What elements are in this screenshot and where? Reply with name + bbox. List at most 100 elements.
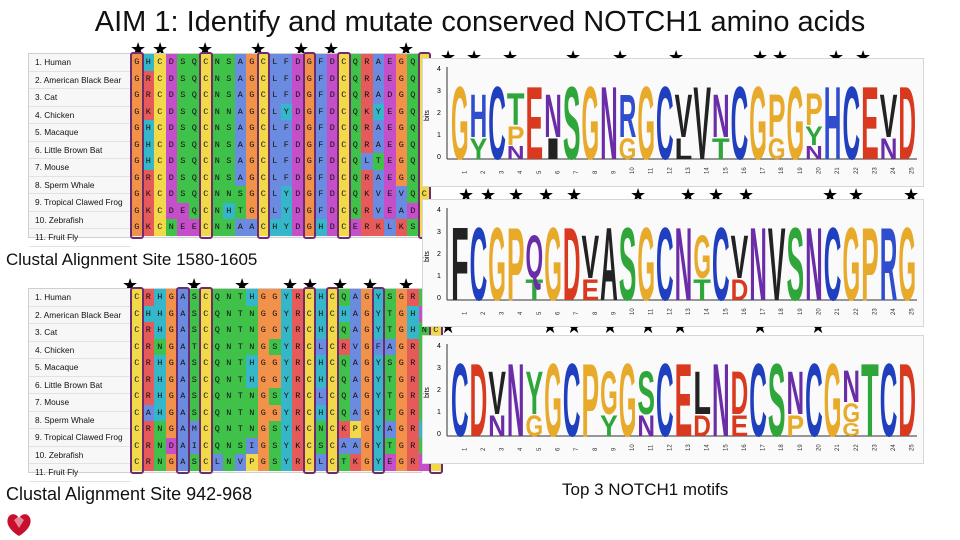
logo-residue-letter: G	[693, 223, 711, 292]
logo-tick-label: 2	[437, 110, 441, 117]
residue-cell: Y	[372, 322, 384, 339]
residue-cell: G	[131, 87, 143, 104]
residue-cell: I	[246, 437, 258, 454]
residue-cell: G	[269, 404, 281, 421]
residue-cell: F	[372, 338, 384, 355]
residue-cell: A	[234, 54, 246, 71]
residue-cell: S	[269, 421, 281, 438]
residue-cell: N	[246, 322, 258, 339]
logo-position-label: 12	[667, 308, 673, 315]
logo-residue-letter: D	[731, 359, 749, 428]
logo-residue-letter: N	[712, 342, 730, 459]
residue-cell: L	[384, 219, 396, 236]
logo-position-label: 20	[816, 308, 822, 315]
residue-cell: G	[131, 54, 143, 71]
residue-cell: G	[131, 186, 143, 203]
residue-cell: C	[200, 437, 212, 454]
residue-cell: A	[234, 169, 246, 186]
logo-residue-letter: N	[749, 206, 767, 323]
residue-cell: C	[131, 388, 143, 405]
residue-cell: Q	[188, 186, 200, 203]
residue-cell: R	[142, 437, 154, 454]
residue-cell: C	[154, 202, 166, 219]
logo-residue-letter: G	[637, 65, 655, 182]
residue-cell: H	[154, 388, 166, 405]
residue-cell: S	[223, 153, 235, 170]
logo-position-label: 5	[537, 311, 543, 315]
residue-cell: T	[384, 322, 396, 339]
residue-cell: N	[223, 322, 235, 339]
residue-cell: R	[292, 388, 304, 405]
residue-cell: S	[269, 338, 281, 355]
residue-cell: D	[292, 54, 304, 71]
residue-cell: E	[384, 120, 396, 137]
residue-cell: R	[292, 371, 304, 388]
residue-cell: M	[188, 421, 200, 438]
logo-position-label: 7	[574, 447, 580, 451]
residue-cell: F	[280, 169, 292, 186]
logo-position-label: 18	[779, 308, 785, 315]
residue-cell: A	[177, 421, 189, 438]
residue-cell: R	[407, 355, 419, 372]
logo-tick-label: 1	[437, 273, 441, 280]
residue-cell: C	[200, 289, 212, 306]
logo-residue-letter: N	[805, 143, 823, 164]
residue-cell: A	[372, 120, 384, 137]
logo-tick-label: 4	[437, 66, 441, 73]
residue-cell: Q	[211, 371, 223, 388]
residue-cell: R	[142, 169, 154, 186]
residue-cell: N	[246, 421, 258, 438]
logo-position-label: 5	[537, 170, 543, 174]
residue-cell: A	[372, 169, 384, 186]
residue-cell: H	[142, 153, 154, 170]
residue-cell: A	[349, 388, 361, 405]
logo-position-label: 8	[593, 447, 599, 451]
residue-cell: Y	[372, 404, 384, 421]
residue-cell: G	[246, 120, 258, 137]
residue-cell: H	[338, 305, 350, 322]
logo-position-label: 8	[593, 311, 599, 315]
residue-cell: E	[188, 219, 200, 236]
alignment-row: GRCDSQCNSAGCLFDGFDCQRADGQC	[131, 87, 430, 104]
logo-residue-letter: E	[526, 65, 544, 182]
residue-cell: G	[303, 169, 315, 186]
residue-cell: G	[395, 103, 407, 120]
sequence-logo-1: 4 3 2 1 0 bits G 1 Y H 2 C 3 N P T 4 E 5 I N 6 S 7 G 8 N 9 G R 10 G 11 C 1…	[422, 58, 924, 187]
residue-cell: C	[131, 371, 143, 388]
residue-cell: S	[188, 305, 200, 322]
logo-residue-letter: C	[749, 342, 767, 459]
residue-cell: H	[142, 305, 154, 322]
residue-cell: N	[154, 338, 166, 355]
residue-cell: C	[200, 355, 212, 372]
residue-cell: L	[315, 388, 327, 405]
residue-cell: Q	[349, 169, 361, 186]
residue-cell: N	[246, 388, 258, 405]
residue-cell: S	[188, 454, 200, 471]
residue-cell: H	[407, 305, 419, 322]
residue-cell: C	[338, 70, 350, 87]
residue-cell: Q	[188, 153, 200, 170]
logo-position-label: 11	[649, 444, 655, 451]
residue-cell: C	[338, 169, 350, 186]
logo-residue-letter: V	[731, 223, 749, 292]
residue-cell: C	[154, 169, 166, 186]
logo-position-label: 1	[462, 311, 468, 315]
logo-position-label: 19	[798, 444, 804, 451]
residue-cell: F	[280, 120, 292, 137]
residue-cell: G	[165, 421, 177, 438]
logo-residue-letter: N	[805, 206, 823, 323]
logo-residue-letter: S	[619, 206, 637, 323]
residue-cell: R	[361, 169, 373, 186]
residue-cell: E	[384, 103, 396, 120]
residue-cell: C	[257, 169, 269, 186]
residue-cell: H	[315, 219, 327, 236]
residue-cell: Q	[338, 289, 350, 306]
residue-cell: L	[269, 202, 281, 219]
residue-cell: L	[269, 169, 281, 186]
alignment-caption-2: Clustal Alignment Site 942-968	[6, 484, 253, 504]
residue-cell: C	[326, 338, 338, 355]
residue-cell: C	[200, 70, 212, 87]
residue-cell: G	[257, 371, 269, 388]
residue-cell: Y	[280, 355, 292, 372]
logo-residue-letter: C	[656, 206, 674, 323]
